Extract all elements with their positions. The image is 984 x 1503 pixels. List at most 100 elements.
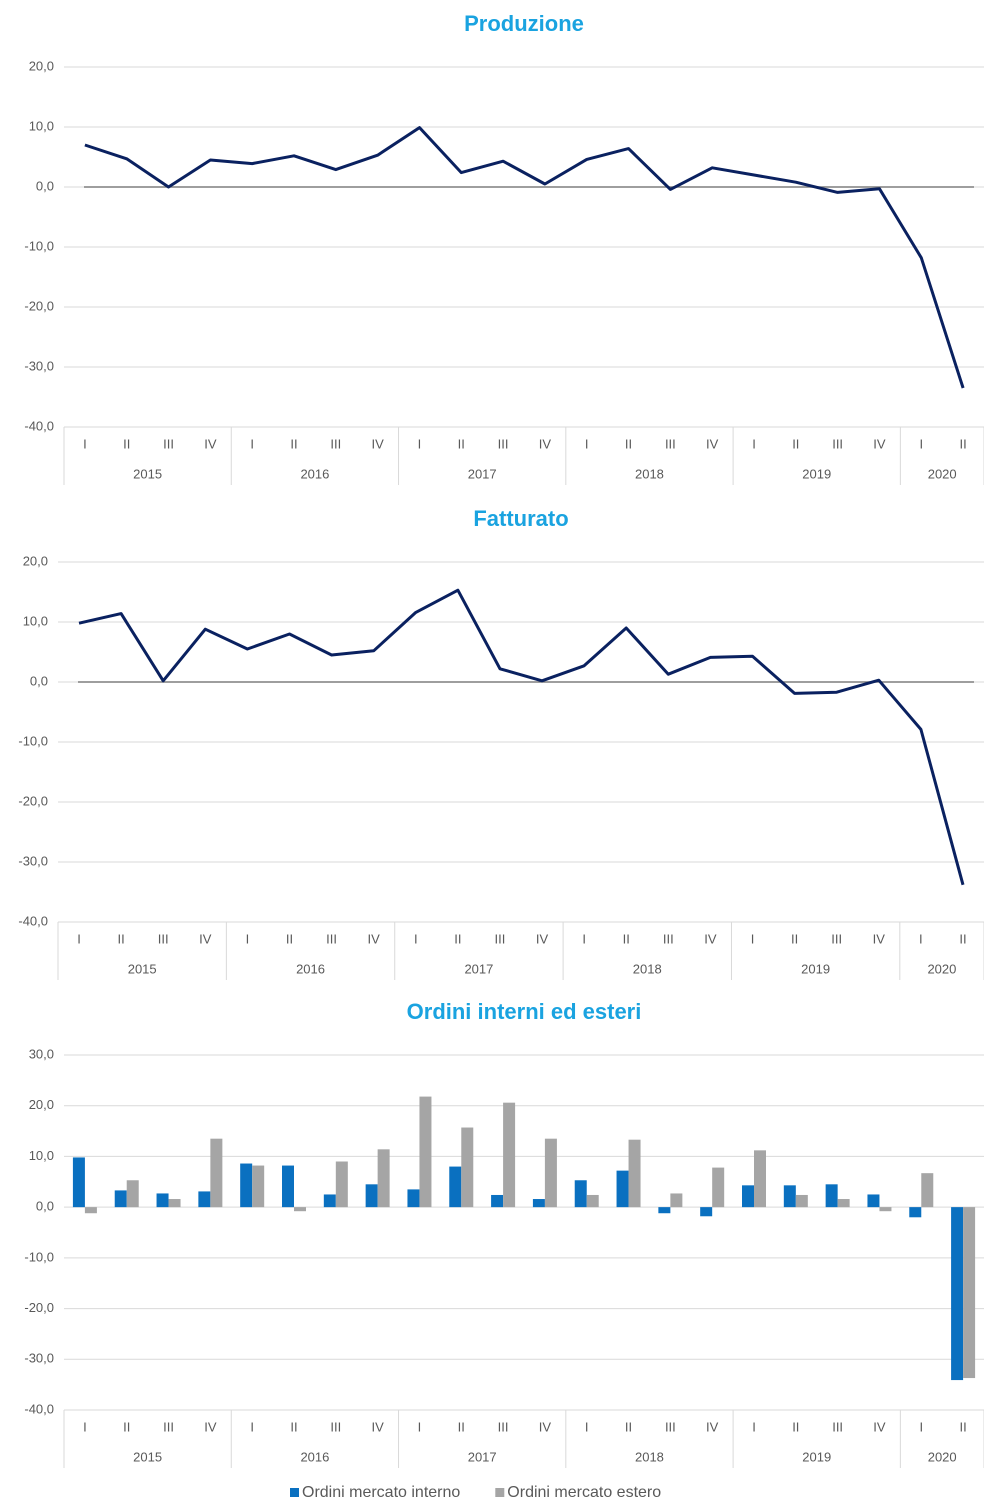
x-tick-label: II	[792, 436, 799, 451]
bar	[282, 1165, 294, 1208]
x-tick-label: I	[582, 931, 586, 946]
x-tick-label: III	[498, 1419, 509, 1434]
x-tick-label: IV	[539, 1419, 552, 1434]
x-tick-label: I	[414, 931, 418, 946]
y-tick-label: -20,0	[24, 1300, 54, 1315]
bar	[377, 1149, 390, 1208]
x-group-label: 2019	[801, 961, 830, 976]
x-tick-label: I	[418, 1419, 422, 1434]
chart-title: Produzione	[464, 11, 584, 36]
x-group-label: 2017	[464, 961, 493, 976]
x-tick-label: I	[752, 1419, 756, 1434]
x-tick-label: III	[158, 931, 169, 946]
x-tick-label: I	[418, 436, 422, 451]
x-tick-label: II	[791, 931, 798, 946]
x-group-label: 2016	[300, 1449, 329, 1464]
x-tick-label: I	[752, 436, 756, 451]
bar	[491, 1194, 504, 1208]
bar	[84, 1207, 97, 1214]
bar	[574, 1180, 587, 1208]
y-tick-label: 0,0	[36, 178, 54, 193]
x-tick-label: I	[919, 436, 923, 451]
y-tick-label: -30,0	[18, 853, 48, 868]
x-group-label: 2018	[635, 1449, 664, 1464]
x-tick-label: II	[290, 1419, 297, 1434]
bar	[628, 1139, 641, 1208]
x-tick-label: I	[250, 1419, 254, 1434]
y-tick-label: -30,0	[24, 358, 54, 373]
x-tick-label: I	[919, 1419, 923, 1434]
x-group-label: 2016	[300, 466, 329, 481]
x-tick-label: II	[458, 1419, 465, 1434]
x-group-label: 2020	[927, 961, 956, 976]
bar	[825, 1184, 838, 1208]
bar	[837, 1199, 850, 1208]
x-group-label: 2019	[802, 1449, 831, 1464]
x-group-label: 2020	[928, 466, 957, 481]
bar	[783, 1185, 796, 1208]
bar	[114, 1190, 127, 1208]
bar	[210, 1138, 223, 1208]
y-tick-label: -10,0	[24, 1249, 54, 1264]
y-tick-label: 10,0	[29, 1148, 54, 1163]
bar	[712, 1167, 725, 1208]
bar	[951, 1207, 964, 1381]
bar	[461, 1127, 474, 1208]
bar	[168, 1199, 181, 1208]
x-tick-label: III	[330, 1419, 341, 1434]
x-tick-label: III	[832, 1419, 843, 1434]
bar	[670, 1193, 683, 1208]
x-tick-label: IV	[204, 1419, 217, 1434]
x-tick-label: I	[751, 931, 755, 946]
bar	[532, 1199, 545, 1208]
bar	[754, 1150, 766, 1208]
x-tick-label: IV	[199, 931, 212, 946]
x-tick-label: I	[919, 931, 923, 946]
bar	[294, 1207, 306, 1212]
x-tick-label: I	[246, 931, 250, 946]
y-tick-label: -30,0	[24, 1351, 54, 1366]
x-group-label: 2016	[296, 961, 325, 976]
x-tick-label: IV	[873, 931, 886, 946]
y-tick-label: 20,0	[29, 58, 54, 73]
x-tick-label: III	[495, 931, 506, 946]
y-tick-label: 20,0	[23, 553, 48, 568]
bar	[156, 1193, 169, 1208]
bar	[658, 1207, 671, 1214]
y-tick-label: -40,0	[24, 1401, 54, 1416]
y-tick-label: -10,0	[24, 238, 54, 253]
x-tick-label: I	[585, 1419, 589, 1434]
bar	[586, 1194, 599, 1208]
x-tick-label: III	[665, 1419, 676, 1434]
bar	[240, 1163, 253, 1208]
x-tick-label: II	[623, 931, 630, 946]
line-series	[78, 588, 965, 886]
x-tick-label: II	[454, 931, 461, 946]
x-group-label: 2020	[928, 1449, 957, 1464]
bar	[616, 1170, 629, 1208]
bar	[879, 1207, 892, 1212]
y-tick-label: -20,0	[24, 298, 54, 313]
x-tick-label: III	[665, 436, 676, 451]
legend-label: Ordini mercato estero	[507, 1484, 661, 1501]
x-tick-label: IV	[371, 1419, 384, 1434]
x-tick-label: IV	[371, 436, 384, 451]
x-tick-label: III	[832, 436, 843, 451]
bar	[126, 1180, 139, 1208]
x-tick-label: I	[250, 436, 254, 451]
x-tick-label: IV	[539, 436, 552, 451]
x-group-label: 2019	[802, 466, 831, 481]
x-group-label: 2015	[128, 961, 157, 976]
y-tick-label: 30,0	[29, 1046, 54, 1061]
bar	[700, 1207, 713, 1217]
bar	[963, 1207, 976, 1379]
x-tick-label: III	[163, 436, 174, 451]
bar	[921, 1173, 934, 1208]
x-tick-label: IV	[368, 931, 381, 946]
x-tick-label: III	[330, 436, 341, 451]
x-tick-label: I	[585, 436, 589, 451]
y-tick-label: 20,0	[29, 1097, 54, 1112]
y-tick-label: 0,0	[30, 673, 48, 688]
chart-title: Fatturato	[473, 506, 568, 531]
y-tick-label: -40,0	[24, 418, 54, 433]
